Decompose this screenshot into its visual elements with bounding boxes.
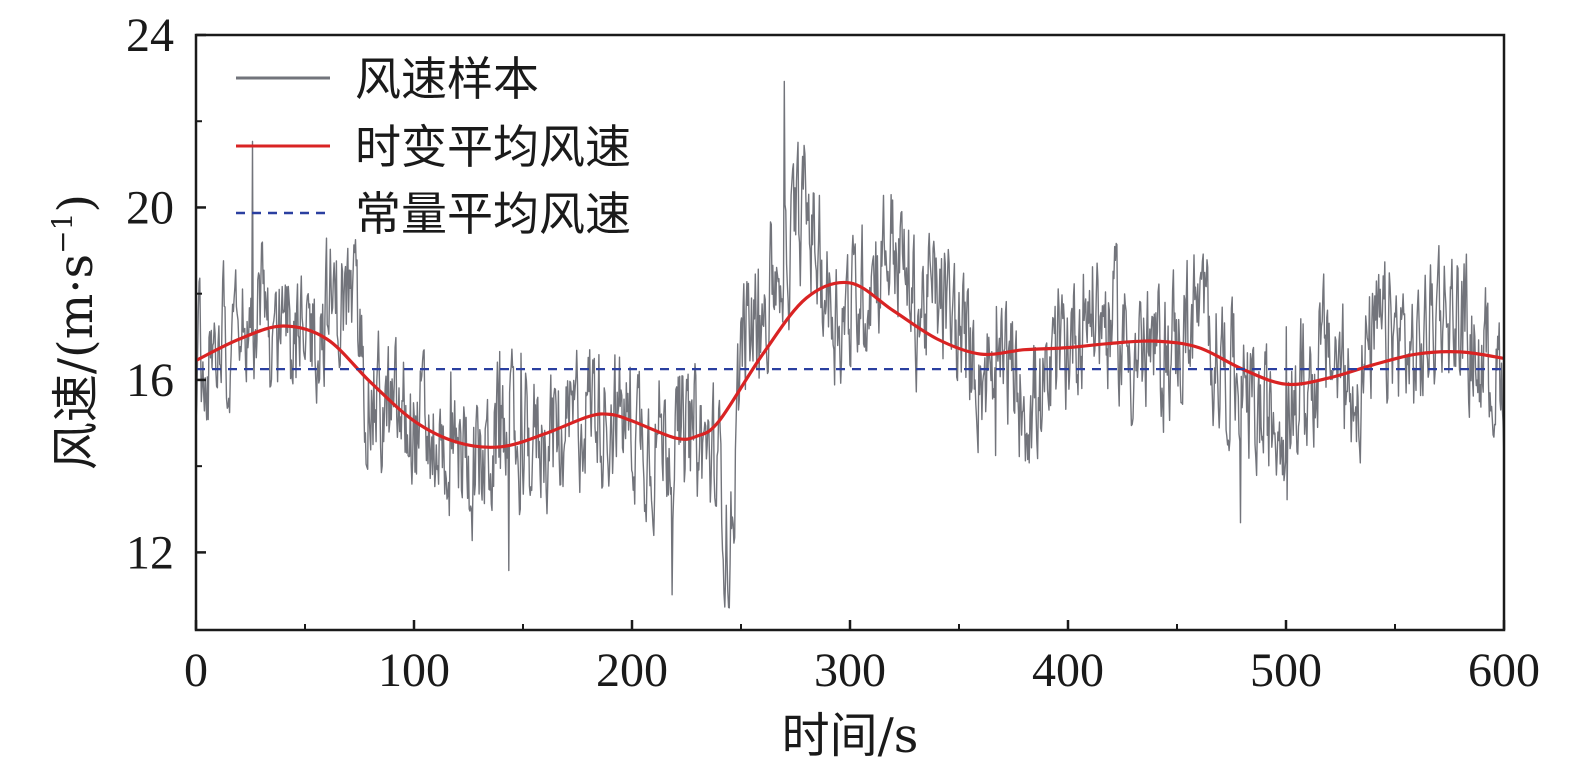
- legend-label-constant: 常量平均风速: [355, 187, 631, 241]
- y-tick-label: 20: [126, 181, 174, 234]
- y-tick-label: 16: [126, 354, 174, 407]
- x-tick-label: 100: [378, 644, 450, 697]
- y-tick-label: 12: [126, 526, 174, 579]
- x-axis-title: 时间/s: [782, 708, 919, 764]
- y-axis-title-main: 风速/(m·s: [48, 254, 104, 470]
- y-tick-label: 24: [126, 9, 174, 62]
- series-line-sample: [196, 80, 1504, 609]
- series-line-trend: [196, 280, 1504, 449]
- series-layer: [196, 80, 1504, 609]
- x-tick-label: 600: [1468, 644, 1540, 697]
- x-tick-label: 500: [1250, 644, 1322, 697]
- ticks-layer: 0 100 200 300 400 500 600 12 16 20 24: [126, 9, 1540, 697]
- svg-text:风速/(m·s−1): 风速/(m·s−1): [46, 194, 104, 470]
- y-axis-title: 风速/(m·s−1): [46, 194, 104, 470]
- x-tick-label: 300: [814, 644, 886, 697]
- x-tick-label: 400: [1032, 644, 1104, 697]
- x-tick-label: 200: [596, 644, 668, 697]
- x-tick-label: 0: [184, 644, 208, 697]
- legend-label-trend: 时变平均风速: [355, 120, 631, 174]
- y-axis-title-sup: −1: [46, 213, 79, 254]
- legend-label-sample: 风速样本: [355, 52, 539, 106]
- y-axis-title-close: ): [48, 194, 104, 213]
- legend: 风速样本 时变平均风速 常量平均风速: [236, 52, 631, 241]
